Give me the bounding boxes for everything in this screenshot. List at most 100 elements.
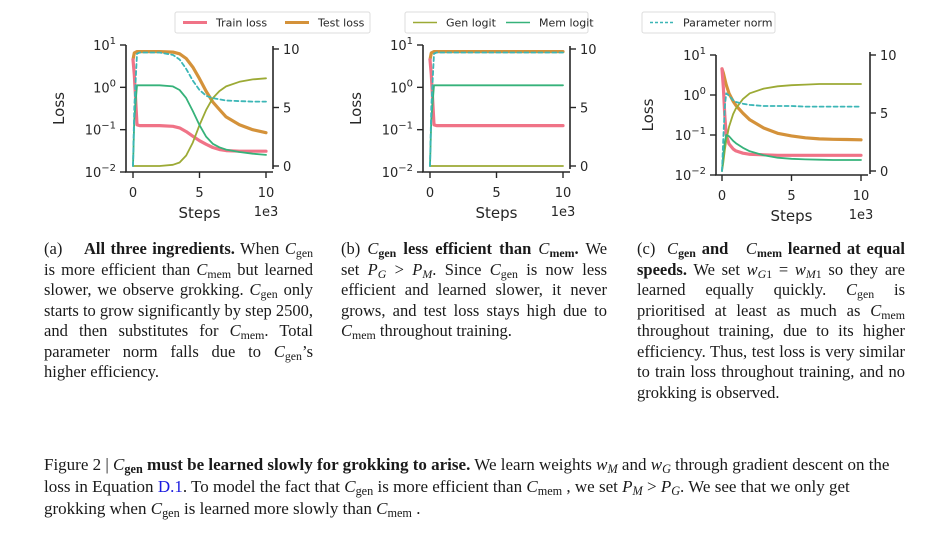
y-tick-label: 101 (683, 46, 706, 64)
chart-panel-a: 101 100 10−1 10−2 10 5 0 0 5 10 Steps 1e3 Loss (50, 36, 300, 222)
y2-tick-label: 10 (283, 43, 300, 58)
c-gen-symbol: Cgen (113, 455, 143, 477)
chart-panel-b: 101 100 10−1 10−2 10 5 0 0 5 10 Steps 1e3 Loss (347, 36, 597, 222)
y-tick-label: 10−1 (675, 126, 706, 144)
series-parameter-norm (721, 92, 862, 172)
series-train-loss (131, 58, 268, 153)
x-tick-label: 5 (195, 186, 203, 201)
y2-tick-label: 0 (580, 160, 588, 175)
subcaption-b: (b) Cgen less efficient than Cmem. We se… (341, 239, 608, 342)
p-g-symbol: PG (367, 259, 387, 281)
equation-link[interactable]: D.1 (157, 477, 183, 496)
y2-tick-label: 5 (580, 102, 588, 117)
x-offset-label: 1e3 (551, 205, 576, 220)
series-mem-logit (721, 134, 862, 172)
series-train-loss (428, 58, 565, 128)
legend-label: Parameter norm (683, 17, 772, 30)
legends: Train loss Test loss Gen logit Mem logit Par… (174, 11, 776, 34)
c-gen-symbol: Cgen (150, 499, 180, 521)
legend-frame (641, 11, 776, 34)
y-axis-label: Loss (50, 92, 68, 125)
subcaption-b-title: Cgen less efficient than Cmem. (367, 239, 579, 260)
y-tick-label: 10−2 (675, 166, 706, 184)
x-tick-label: 10 (555, 186, 572, 201)
legend-label: Gen logit (446, 17, 497, 30)
c-mem-symbol: Cmem (376, 499, 412, 521)
legend-frame (404, 11, 589, 34)
series-gen-logit (132, 77, 267, 167)
y2-tick-label: 5 (880, 107, 888, 122)
x-tick-label: 0 (718, 189, 726, 204)
x-tick-label: 5 (787, 189, 795, 204)
y-tick-label: 10−1 (85, 121, 116, 139)
x-axis-label: Steps (179, 204, 221, 222)
legend-label: Mem logit (539, 17, 594, 30)
y2-tick-label: 5 (283, 102, 291, 117)
x-tick-label: 10 (258, 186, 275, 201)
x-tick-label: 0 (426, 186, 434, 201)
p-g-symbol: PG (660, 477, 681, 499)
subcaption-a-title: All three ingredients. (83, 239, 235, 258)
series-gen-logit (721, 83, 862, 172)
x-tick-label: 0 (129, 186, 137, 201)
c-mem-symbol: Cmem (526, 477, 563, 499)
legend-label: Train loss (215, 17, 267, 30)
series-parameter-norm (429, 51, 564, 167)
c-mem-symbol: Cmem (870, 300, 905, 322)
c-mem-symbol: Cmem (229, 321, 265, 342)
p-m-symbol: PM (412, 259, 433, 281)
x-offset-label: 1e3 (849, 208, 874, 223)
legend-1: Train loss Test loss (174, 11, 371, 34)
series-train-loss (720, 67, 863, 157)
x-tick-label: 10 (853, 189, 870, 204)
legend-label: Test loss (317, 17, 365, 30)
x-axis-label: Steps (771, 207, 813, 225)
y-tick-label: 100 (93, 78, 116, 96)
c-mem-symbol: Cmem (196, 259, 232, 281)
y-tick-label: 100 (683, 86, 706, 104)
c-gen-symbol: Cgen (489, 259, 518, 281)
y2-tick-label: 0 (880, 165, 888, 180)
y-tick-label: 10−2 (382, 163, 413, 181)
series-test-loss (131, 49, 268, 135)
chart-panel-c: 101 100 10−1 10−2 10 5 0 0 5 10 Steps 1e3 Loss (639, 46, 897, 225)
c-gen-symbol: Cgen (273, 341, 302, 363)
y2-tick-label: 0 (283, 160, 291, 175)
series-test-loss (720, 67, 863, 142)
p-m-symbol: PM (622, 477, 643, 499)
subcaption-a: (a) All three ingredients. When Cgen is … (44, 239, 314, 381)
y-tick-label: 101 (390, 36, 413, 54)
caption-title: must be learned slowly for grokking to a… (147, 455, 471, 474)
figure-charts: Train loss Test loss Gen logit Mem logit Par… (50, 11, 897, 225)
c-gen-symbol: Cgen (846, 280, 875, 301)
w-g1-symbol: wG1 (746, 259, 773, 281)
y2-tick-label: 10 (580, 43, 597, 58)
series-parameter-norm (132, 51, 267, 167)
y-axis-label: Loss (639, 98, 657, 131)
subcaption-c-title: Cgen and Cmem learned at equal speeds. (637, 239, 905, 279)
c-gen-symbol: Cgen (249, 280, 278, 301)
series-mem-logit (429, 84, 564, 167)
x-axis-label: Steps (476, 204, 518, 222)
y2-tick-label: 10 (880, 49, 897, 64)
figure-number: Figure 2 | (44, 455, 109, 474)
series-mem-logit (132, 84, 267, 167)
y-tick-label: 10−1 (382, 121, 413, 139)
x-offset-label: 1e3 (254, 205, 279, 220)
legend-frame (174, 11, 371, 34)
subcaption-c: (c) Cgen and Cmem learned at equal speed… (637, 239, 906, 402)
c-gen-symbol: Cgen (344, 477, 374, 499)
c-mem-symbol: Cmem (341, 321, 376, 342)
w-m1-symbol: wM1 (794, 259, 822, 281)
y-tick-label: 10−2 (85, 163, 116, 181)
c-gen-symbol: Cgen (284, 239, 314, 260)
y-tick-label: 100 (390, 78, 413, 96)
x-tick-label: 5 (492, 186, 500, 201)
legend-3: Parameter norm (641, 11, 776, 34)
y-tick-label: 101 (93, 36, 116, 54)
legend-2: Gen logit Mem logit (404, 11, 594, 34)
figure-caption: Figure 2 | Cgen must be learned slowly f… (44, 455, 890, 521)
w-g-symbol: wG (650, 455, 671, 477)
w-m-symbol: wM (596, 455, 618, 477)
y-axis-label: Loss (347, 92, 365, 125)
